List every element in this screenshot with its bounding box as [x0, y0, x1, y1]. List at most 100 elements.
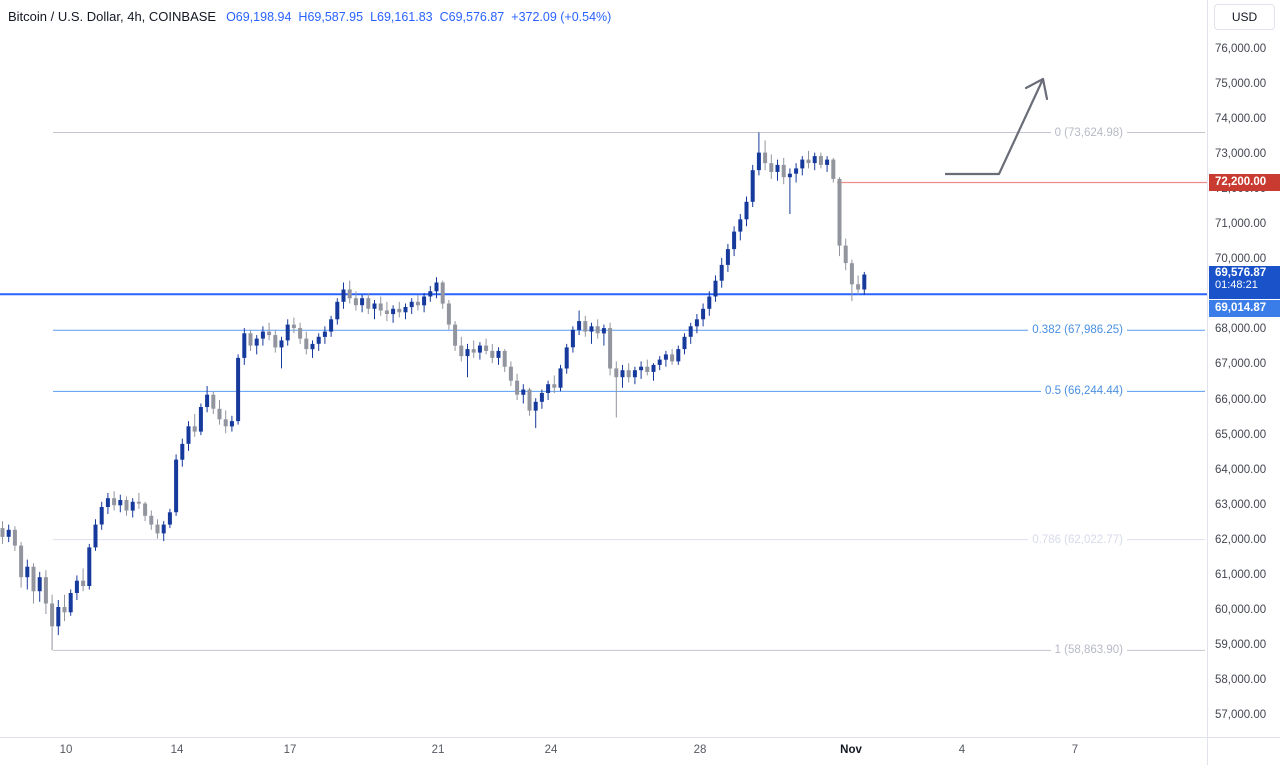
candle — [322, 326, 327, 344]
candle — [812, 152, 817, 171]
candle — [496, 347, 501, 365]
candle — [149, 510, 154, 530]
candle — [291, 317, 296, 334]
candle — [74, 575, 79, 600]
candle — [422, 293, 427, 313]
candle — [589, 322, 594, 344]
candle — [81, 568, 86, 592]
currency-button[interactable]: USD — [1214, 4, 1275, 30]
candle — [682, 333, 687, 355]
price-tick-label: 57,000.00 — [1215, 709, 1267, 722]
candle — [552, 375, 557, 393]
candle — [124, 496, 129, 516]
candle — [453, 321, 458, 351]
alert-price-label: 72,200.00 — [1209, 174, 1280, 191]
candle — [43, 570, 48, 614]
price-tick-label: 64,000.00 — [1215, 463, 1267, 476]
candle — [459, 336, 464, 362]
candle — [564, 343, 569, 374]
candle — [756, 132, 761, 176]
candle — [663, 350, 668, 367]
candle — [490, 343, 495, 364]
candle — [136, 493, 141, 509]
candle — [25, 559, 30, 590]
candle — [279, 336, 284, 369]
candles-layer — [0, 132, 867, 651]
time-axis[interactable]: 10 14 17 21 24 28 Nov 4 7 — [0, 737, 1280, 765]
trend-arrow[interactable] — [945, 77, 1049, 176]
candle — [304, 331, 309, 355]
candle — [372, 300, 377, 320]
candle — [632, 366, 637, 385]
chart-plot-area[interactable]: 0 (73,624.98) 0.382 (67,986.25) 0.5 (66,24… — [0, 0, 1207, 737]
candle — [818, 152, 823, 169]
candle — [353, 291, 358, 311]
candle — [248, 329, 253, 351]
candle — [849, 259, 854, 302]
price-axis[interactable]: USD 57,000.00 58,000.00 59,000.00 60,000.00… — [1207, 0, 1280, 737]
candle — [360, 294, 365, 313]
candle — [285, 319, 290, 346]
price-tick-label: 67,000.00 — [1215, 358, 1267, 371]
candle — [403, 303, 408, 320]
fib-level-label: 0 (73,624.98) — [1050, 126, 1127, 139]
ohlc-close: C69,576.87 — [439, 10, 505, 24]
candle — [174, 454, 179, 516]
candle — [335, 298, 340, 325]
price-tick-label: 73,000.00 — [1215, 147, 1267, 160]
candle — [211, 391, 216, 414]
candle — [794, 163, 799, 183]
fib-level-label: 0.382 (67,986.25) — [1028, 324, 1127, 337]
candle — [167, 508, 172, 529]
current-price-label: 69,576.87 01:48:21 — [1209, 266, 1280, 299]
time-tick-label: 14 — [170, 744, 184, 756]
candle — [267, 322, 272, 341]
candle — [601, 324, 606, 346]
candle — [837, 177, 842, 257]
candle — [161, 521, 166, 542]
candle — [831, 157, 836, 183]
candle — [620, 364, 625, 388]
candle — [87, 543, 92, 590]
symbol-title[interactable]: Bitcoin / U.S. Dollar, 4h, COINBASE — [8, 9, 217, 24]
candle — [341, 282, 346, 309]
current-price-value: 69,576.87 — [1215, 267, 1267, 279]
candle — [769, 154, 774, 179]
candle — [366, 293, 371, 314]
time-tick-label: 7 — [1071, 744, 1079, 756]
fib-level-label: 0.5 (66,244.44) — [1040, 385, 1127, 398]
candle — [775, 159, 780, 181]
candle — [409, 298, 414, 314]
candle — [787, 168, 792, 214]
candle — [719, 257, 724, 288]
price-tick-label: 59,000.00 — [1215, 639, 1267, 652]
candle — [236, 354, 241, 425]
fib-level-label: 1 (58,863.90) — [1050, 644, 1127, 657]
candle — [465, 343, 470, 378]
candle — [62, 594, 67, 622]
candle — [750, 164, 755, 207]
candle — [533, 398, 538, 429]
candle — [725, 243, 730, 272]
candle — [155, 519, 160, 539]
candle — [570, 326, 575, 353]
candle — [508, 361, 513, 386]
symbol-legend[interactable]: Bitcoin / U.S. Dollar, 4h, COINBASE O69,1… — [8, 9, 618, 24]
candle — [378, 296, 383, 316]
price-tick-label: 61,000.00 — [1215, 568, 1267, 581]
time-tick-label: 28 — [693, 744, 707, 756]
candle — [800, 156, 805, 176]
candle — [657, 356, 662, 371]
time-tick-label: 24 — [544, 744, 558, 756]
candle — [670, 349, 675, 365]
candle — [484, 338, 489, 355]
candle — [546, 380, 551, 400]
candle — [31, 563, 36, 604]
candle — [862, 271, 867, 295]
chart-canvas[interactable] — [0, 0, 1207, 737]
candle — [676, 345, 681, 365]
candle — [645, 359, 650, 376]
candle — [732, 226, 737, 257]
candle — [744, 196, 749, 227]
